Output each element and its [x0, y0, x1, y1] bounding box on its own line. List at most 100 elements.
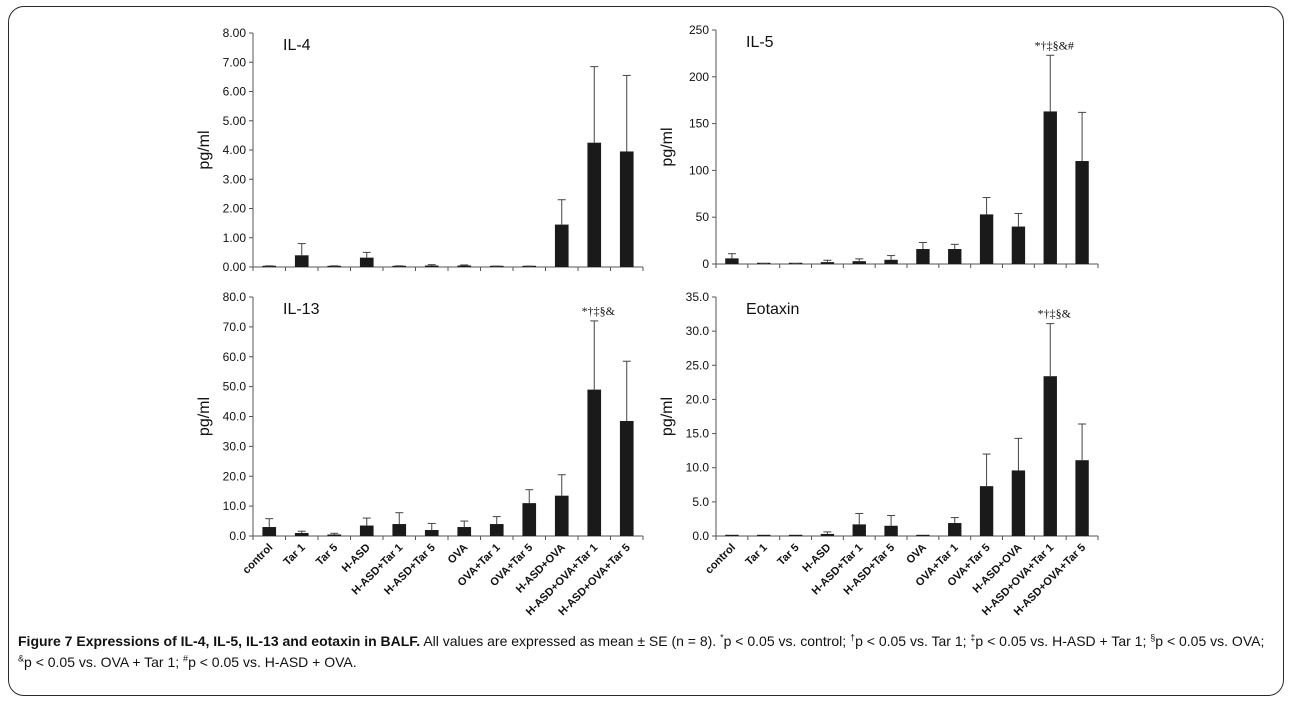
- bar: [884, 525, 898, 536]
- y-tick-label: 5.0: [692, 495, 709, 509]
- bar: [1043, 111, 1057, 264]
- caption-symbol: *: [720, 632, 724, 643]
- bar: [587, 142, 602, 267]
- bar: [1075, 161, 1089, 264]
- caption-text: p < 0.05 vs. H-ASD + Tar 1;: [975, 633, 1151, 649]
- bar: [262, 527, 277, 536]
- y-tick-label: 50.0: [223, 380, 247, 394]
- bar: [852, 524, 866, 536]
- bar: [457, 265, 472, 267]
- y-tick-label: 30.0: [223, 439, 247, 453]
- bar: [757, 534, 771, 536]
- bar: [489, 524, 504, 536]
- bar: [1011, 470, 1026, 536]
- bar: [359, 525, 374, 536]
- figure-frame: [8, 6, 1284, 696]
- y-tick-label: 5.00: [223, 114, 247, 128]
- caption-title: Expressions of IL-4, IL-5, IL-13 and eot…: [76, 633, 421, 649]
- bar: [820, 533, 835, 536]
- caption-symbol: #: [183, 653, 189, 664]
- bar: [424, 530, 439, 536]
- y-tick-label: 15.0: [686, 427, 710, 441]
- y-tick-label: 10.0: [223, 499, 247, 513]
- y-tick-label: 35.0: [686, 290, 710, 304]
- x-tick-label: Tar 5: [775, 542, 802, 569]
- chart-panel-il5: 0 50 100 150 200 250 pg/ml IL-5 *†‡§&#: [659, 23, 1099, 271]
- y-tick-label: 200: [689, 70, 709, 84]
- bar: [725, 534, 739, 536]
- y-tick-label: 2.00: [223, 202, 247, 216]
- bar: [948, 249, 962, 264]
- bar: [587, 389, 602, 536]
- caption-text: p < 0.05 vs. H-ASD + OVA.: [188, 654, 357, 670]
- bar: [359, 257, 374, 267]
- chart-panel-il13: 0.0 10.0 20.0 30.0 40.0 50.0 60.0 70.0 80.0 pg/ml…: [196, 290, 644, 618]
- y-tick-label: 25.0: [686, 358, 710, 372]
- bar: [619, 420, 634, 536]
- y-tick-label: 8.00: [223, 26, 247, 40]
- x-tick-label: OVA: [446, 542, 471, 567]
- bar: [1011, 226, 1026, 264]
- bar: [884, 259, 898, 264]
- panel-title-il5: IL-5: [746, 34, 774, 51]
- caption-text: p < 0.05 vs. control;: [723, 633, 851, 649]
- y-tick-label: 50: [696, 210, 710, 224]
- y-tick-label: 0.0: [692, 529, 709, 543]
- x-tick-label: Tar 1: [281, 542, 308, 569]
- caption-text: p < 0.05 vs. Tar 1;: [855, 633, 971, 649]
- y-tick-label: 6.00: [223, 85, 247, 99]
- x-tick-label: OVA: [904, 542, 929, 567]
- y-tick-label: 30.0: [686, 324, 710, 338]
- y-axis-label: pg/ml: [196, 130, 213, 169]
- bar: [294, 255, 309, 267]
- chart-panel-eotaxin: 0.0 5.0 10.0 15.0 20.0 25.0 30.0 35.0 pg/ml Eotax…: [659, 290, 1099, 618]
- panel-title-il13: IL-13: [283, 301, 320, 318]
- significance-annotation: *†‡§&: [582, 304, 616, 318]
- y-tick-label: 20.0: [223, 469, 247, 483]
- significance-annotation: *†‡§&: [1038, 307, 1072, 321]
- caption-symbol: †: [850, 632, 856, 643]
- y-tick-label: 3.00: [223, 172, 247, 186]
- bar: [327, 534, 342, 536]
- y-tick-label: 1.00: [223, 231, 247, 245]
- caption-symbol: §: [1150, 632, 1156, 643]
- caption-symbol: &: [18, 653, 25, 664]
- caption-text: p < 0.05 vs. OVA;: [1155, 633, 1265, 649]
- caption-symbol: ‡: [970, 632, 976, 643]
- bar: [1043, 376, 1057, 536]
- bar: [619, 151, 634, 267]
- x-tick-label: Tar 5: [314, 542, 341, 569]
- caption-label: Figure 7: [18, 633, 73, 649]
- y-tick-label: 100: [689, 163, 709, 177]
- y-tick-label: 70.0: [223, 320, 247, 334]
- x-tick-label: Tar 1: [743, 542, 770, 569]
- bar: [294, 533, 309, 536]
- x-tick-label: control: [241, 542, 276, 577]
- bar: [1075, 460, 1089, 536]
- y-tick-label: 0: [702, 257, 709, 271]
- panel-title-il4: IL-4: [283, 37, 311, 54]
- chart-panel-il4: 0.00 1.00 2.00 3.00 4.00 5.00 6.00 7.00 8.00 pg/m…: [196, 26, 644, 274]
- bar: [948, 523, 962, 536]
- bar: [979, 214, 994, 264]
- y-axis-label: pg/ml: [196, 397, 213, 436]
- y-axis-label: pg/ml: [659, 127, 676, 166]
- x-tick-label: control: [703, 542, 738, 577]
- bar: [522, 503, 537, 536]
- bar: [554, 224, 569, 267]
- bar: [916, 534, 930, 536]
- y-tick-label: 4.00: [223, 143, 247, 157]
- bar: [424, 265, 439, 267]
- bar: [916, 249, 930, 264]
- significance-annotation: *†‡§&#: [1035, 38, 1074, 52]
- y-tick-label: 80.0: [223, 290, 247, 304]
- caption-text: p < 0.05 vs. OVA + Tar 1;: [24, 654, 184, 670]
- bar: [392, 524, 407, 536]
- bar: [554, 495, 569, 536]
- y-axis-label: pg/ml: [659, 397, 676, 436]
- y-tick-label: 10.0: [686, 461, 710, 475]
- y-tick-label: 60.0: [223, 350, 247, 364]
- y-tick-label: 0.0: [229, 529, 246, 543]
- y-tick-label: 40.0: [223, 410, 247, 424]
- panel-title-eotaxin: Eotaxin: [746, 301, 799, 318]
